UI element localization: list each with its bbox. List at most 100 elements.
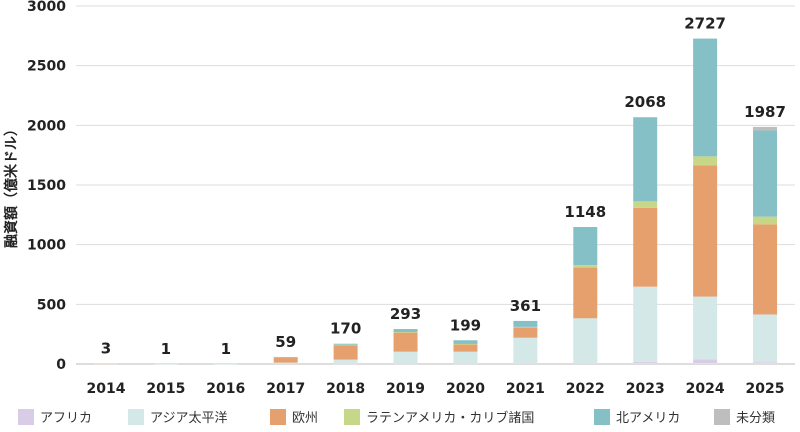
bar-segment [513,326,538,328]
bars [93,38,778,365]
bar-segment [513,337,538,364]
x-tick-label: 2015 [146,381,185,397]
bar-segment [693,165,718,297]
total-label: 59 [275,333,296,351]
bar-baseline [153,363,178,364]
bar-segment [333,363,358,365]
y-tick-label: 2000 [27,118,66,134]
total-label: 361 [510,297,541,315]
bar-segment [573,318,598,364]
legend-label: アフリカ [40,411,92,426]
legend-swatch [18,409,34,425]
legend-swatch [344,409,360,425]
bar-segment [753,224,778,315]
bar-segment [393,332,418,333]
bar-baseline [513,363,538,364]
y-tick-label: 2500 [27,59,66,75]
bar-segment [153,363,178,365]
total-labels: 3 1 1 59 170 293 199 361 1148 2068 2727 1987 [101,15,786,358]
bar-segment [513,320,538,327]
legend-swatch [594,409,610,425]
bar-segment [753,126,778,131]
bar-segment [333,345,358,360]
gridlines [76,5,795,365]
bar-segment [693,296,718,360]
bar-baseline [393,363,418,364]
x-tick-label: 2019 [386,381,425,397]
legend-label: 欧州 [292,411,318,426]
bar-segment [693,38,718,157]
x-tick-label: 2022 [566,381,605,397]
bar-baseline [213,363,238,364]
legend-label: ラテンアメリカ・カリブ諸国 [366,410,534,426]
bar-segment [633,286,658,362]
total-label: 2068 [624,93,666,111]
bar-segment [633,117,658,202]
bar-segment [453,351,478,364]
bar-baseline [573,363,598,364]
x-tick-label: 2025 [746,381,785,397]
legend-label: 未分類 [736,411,775,426]
bar-segment [633,361,658,364]
bar-segment [693,156,718,166]
bar-segment [573,267,598,319]
total-label: 3 [101,340,111,358]
x-tick-label: 2020 [446,381,485,397]
bar-segment [753,314,778,363]
bar-segment [573,265,598,268]
bar-segment [453,344,478,352]
x-tick-label: 2024 [686,381,725,397]
bar-baseline [693,363,718,364]
bar-segment [333,359,358,364]
bar-baseline [93,363,118,364]
x-tick-label: 2018 [326,381,365,397]
total-label: 170 [330,320,361,338]
legend-swatch [270,409,286,425]
bar-baseline [453,363,478,364]
total-label: 293 [390,305,421,323]
bar-segment [753,130,778,217]
x-tick-label: 2017 [266,381,305,397]
bar-segment [333,343,358,345]
bar-segment [393,332,418,352]
total-label: 1 [221,340,231,358]
legend-label: アジア太平洋 [150,411,227,426]
bar-segment [633,201,658,208]
y-tick-label: 1500 [27,178,66,194]
bar-baseline [633,363,658,364]
bar-segment [513,327,538,338]
y-tick-label: 0 [56,357,66,373]
legend-swatch [128,409,144,425]
bar-segment [453,340,478,344]
total-label: 1987 [744,103,786,121]
bar-segment [273,357,298,359]
bar-baseline [753,363,778,364]
y-tick-label: 1000 [27,238,66,254]
total-label: 1 [161,340,171,358]
bar-baseline [333,363,358,364]
x-tick-label: 2014 [86,381,125,397]
bar-segment [393,351,418,364]
bar-segment [693,359,718,364]
bar-baseline [273,363,298,364]
y-tick-label: 3000 [27,0,66,15]
total-label: 2727 [684,15,726,33]
y-tick-label: 500 [37,297,66,313]
x-axis-ticks: 2014 2015 2016 2017 2018 2019 2020 2021 2022 2023… [86,381,784,397]
bar-segment [333,344,358,346]
x-tick-label: 2021 [506,381,545,397]
bar-segment [633,207,658,287]
legend-label: 北アメリカ [616,411,680,426]
bar-segment [573,227,598,266]
x-tick-label: 2016 [206,381,245,397]
bar-segment [273,357,298,363]
y-axis-label: 融資額（億米ドル） [3,122,20,248]
bar-segment [213,363,238,365]
x-tick-label: 2023 [626,381,665,397]
y-axis-ticks: 0 500 1000 1500 2000 2500 3000 [27,0,66,373]
total-label: 199 [450,316,481,334]
legend-swatch [714,409,730,425]
bar-segment [753,216,778,225]
bar-segment [273,356,298,358]
